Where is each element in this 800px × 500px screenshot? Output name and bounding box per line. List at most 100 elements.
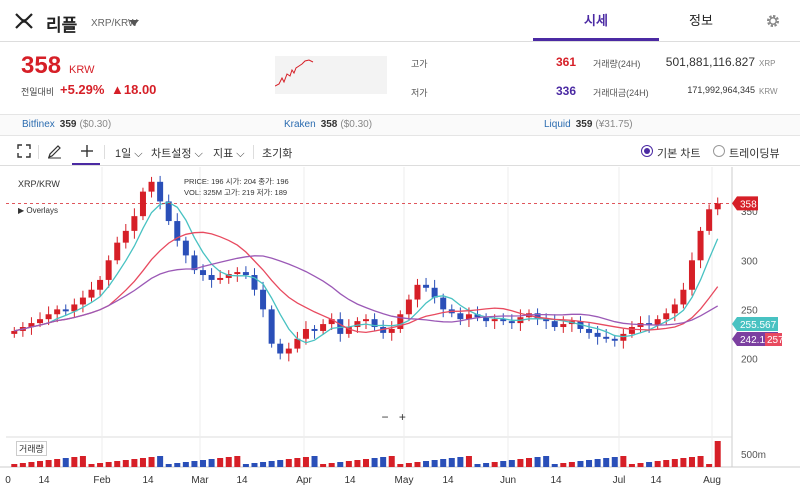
mini-price-chart <box>275 56 387 94</box>
volume-bar <box>260 462 267 467</box>
zoom-in-button[interactable]: + <box>398 410 406 424</box>
exchange-item[interactable]: Bitfinex 359 ($0.30) <box>22 119 111 130</box>
basic-chart-radio[interactable] <box>641 145 653 157</box>
x-tick-label: 14 <box>550 475 562 486</box>
volume-bar <box>628 464 635 467</box>
chart-toolbar: 1일 ⌵ 차트설정 ⌵ 지표 ⌵ 초기화 기본 차트 트레이딩뷰 <box>0 138 800 166</box>
volume-bar <box>663 460 670 467</box>
plot-area <box>6 167 732 467</box>
exchange-item[interactable]: Kraken 358 ($0.30) <box>284 119 372 130</box>
tradingview-radio[interactable] <box>713 145 725 157</box>
interval-select[interactable]: 1일 ⌵ <box>115 148 143 160</box>
candle-body <box>62 309 69 312</box>
volume-bar <box>139 458 146 467</box>
candle-body <box>311 328 318 331</box>
exchange-name: Liquid <box>544 119 571 130</box>
gear-icon[interactable] <box>764 12 782 30</box>
pencil-icon[interactable] <box>47 144 62 159</box>
ohlc-line-2: VOL: 325M 고가: 219 저가: 189 <box>184 188 288 197</box>
candle-body <box>500 319 507 322</box>
candle-body <box>362 319 370 322</box>
candle-body <box>551 321 558 328</box>
x-tick-label: Aug <box>703 475 721 486</box>
volume-bar <box>302 457 309 467</box>
volume-bar <box>654 461 661 467</box>
chart-settings-menu[interactable]: 차트설정 ⌵ <box>151 148 203 160</box>
candle-body <box>534 313 541 320</box>
exchange-item[interactable]: Liquid 359 (¥31.75) <box>544 119 633 130</box>
volume-bar <box>311 456 318 467</box>
volume-bar <box>560 463 567 467</box>
volume-bar <box>157 456 164 467</box>
coin-dropdown-icon[interactable] <box>129 20 139 26</box>
candle-body <box>483 317 490 322</box>
candle-body <box>54 309 61 315</box>
candle-body <box>208 275 215 280</box>
candlestick-chart[interactable]: 0 14 Feb 14 Mar 14 Apr 14 May 14 Jun 14 Jul 14 Aug 200 2… <box>0 167 800 500</box>
reset-button[interactable]: 초기화 <box>262 148 293 160</box>
ohlc-line-1: PRICE: 196 시가: 204 종가: 196 <box>184 177 289 186</box>
volume-value: 501,881,116.827 <box>665 55 755 69</box>
exchange-value: 359 <box>59 119 77 130</box>
x-tick-label: 14 <box>236 475 248 486</box>
volume-bar <box>191 461 198 467</box>
toolbar-divider <box>253 145 254 159</box>
y-tick-label: 350 <box>741 207 758 218</box>
volume-bar <box>371 458 378 467</box>
candle-body <box>217 277 224 280</box>
toolbar-divider <box>104 145 105 159</box>
volume-bar <box>19 463 26 467</box>
overlays-toggle[interactable]: ▶ Overlays <box>18 206 58 215</box>
volume-tick-label: 500m <box>741 450 766 461</box>
zoom-out-button[interactable]: − <box>381 410 389 424</box>
volume-bar <box>680 458 687 467</box>
volume-bar <box>457 457 464 467</box>
high-value: 361 <box>555 55 576 69</box>
volume-bar <box>474 464 481 467</box>
volume-bar <box>165 464 172 467</box>
volume-bar <box>97 463 104 467</box>
ma-short-line <box>14 201 719 344</box>
ohlc-readout: PRICE: 196 시가: 204 종가: 196 VOL: 325M 고가:… <box>184 176 289 198</box>
y-tick-label: 300 <box>741 256 758 267</box>
volume-bar <box>611 457 618 467</box>
volume-bar <box>551 464 558 467</box>
volume-bar <box>88 464 95 467</box>
volume-bar <box>268 461 275 467</box>
amount-label: 거래대금(24H) <box>593 88 649 98</box>
candle-body <box>191 255 198 271</box>
candle-body <box>294 338 301 349</box>
volume-bar <box>448 458 455 467</box>
volume-bar <box>79 456 86 467</box>
tradingview-label[interactable]: 트레이딩뷰 <box>729 148 780 160</box>
candle-body <box>182 240 189 256</box>
tab-market[interactable]: 시세 <box>533 0 659 41</box>
candle-body <box>543 319 550 322</box>
tab-info[interactable]: 정보 <box>689 13 713 28</box>
candle-body <box>234 272 241 275</box>
fullscreen-icon[interactable] <box>17 144 31 158</box>
x-tick-label: 14 <box>650 475 662 486</box>
indicators-menu[interactable]: 지표 ⌵ <box>213 148 245 160</box>
candle-body <box>71 304 78 312</box>
exchange-name: Kraken <box>284 119 316 130</box>
low-label: 저가 <box>411 88 428 98</box>
exchange-diff: ($0.30) <box>79 119 112 130</box>
x-tick-label: Feb <box>93 475 111 486</box>
candle-body <box>37 319 44 324</box>
ma-long-line <box>14 255 719 332</box>
exchange-diff: (¥31.75) <box>595 119 633 130</box>
candle-body <box>465 314 472 320</box>
interval-label: 1일 <box>115 148 132 160</box>
change-percent: +5.29% <box>60 82 105 97</box>
price-chart[interactable]: 0 14 Feb 14 Mar 14 Apr 14 May 14 Jun 14 Jul 14 Aug 200 2… <box>0 167 800 500</box>
volume-bar <box>62 458 69 467</box>
volume-bar <box>122 460 129 467</box>
crosshair-icon[interactable] <box>80 144 94 158</box>
candle-body <box>260 289 267 310</box>
volume-bar <box>45 460 52 467</box>
candle-body <box>122 230 129 243</box>
basic-chart-label[interactable]: 기본 차트 <box>657 148 701 160</box>
volume-bar <box>534 457 541 467</box>
volume-bar <box>697 456 704 467</box>
